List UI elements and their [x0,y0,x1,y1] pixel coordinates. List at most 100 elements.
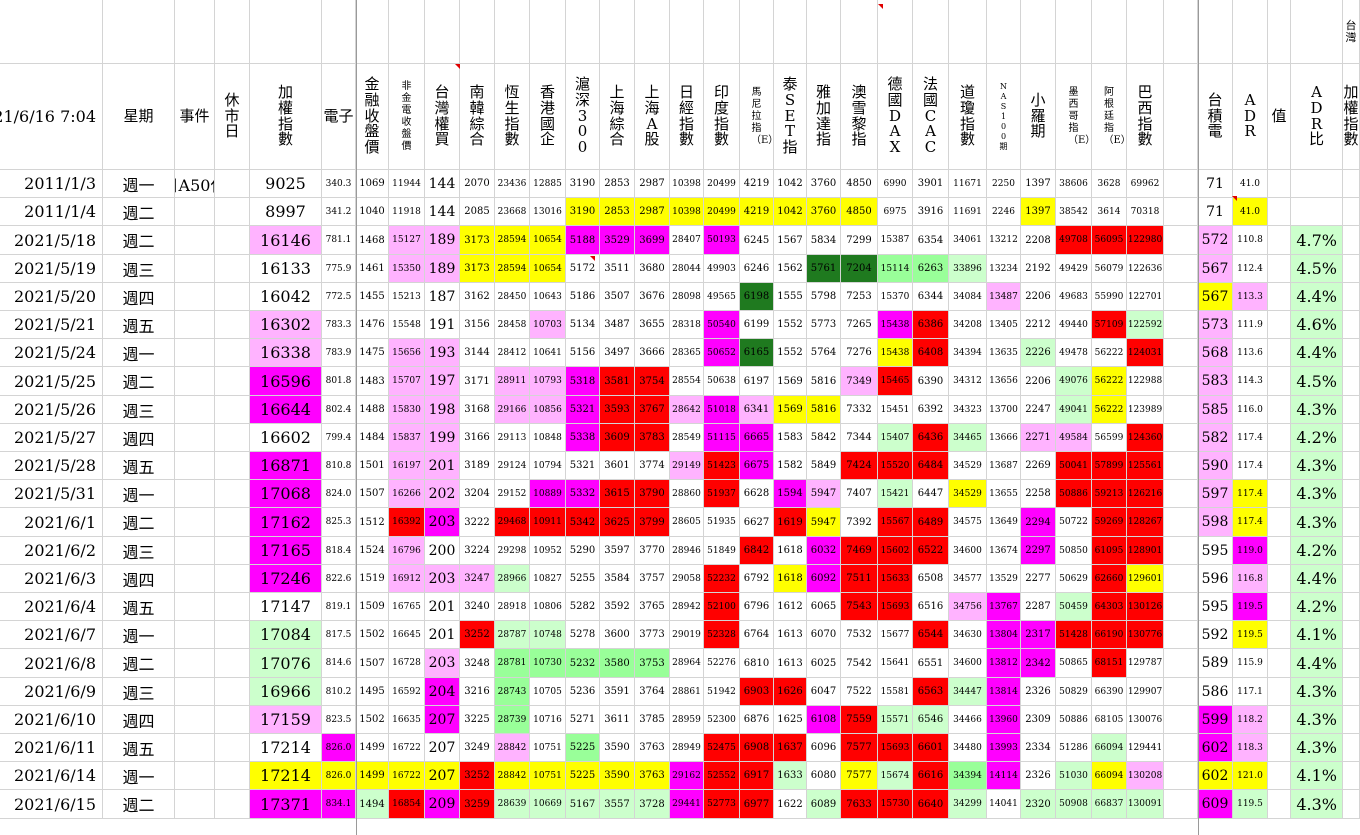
row-17-nq[interactable]: 13812 [987,649,1021,678]
row-17-ar[interactable]: 68151 [1092,649,1127,678]
row-5-cac[interactable]: 6386 [913,311,949,339]
row-0-csi[interactable]: 3190 [566,170,600,198]
row-1-in[interactable]: 20499 [704,198,740,226]
row-3-value[interactable] [1268,255,1291,283]
header-nk[interactable]: 日經指數 [670,64,704,170]
row-5-last[interactable] [1343,311,1360,339]
row-5-date[interactable]: 2021/5/21 [0,311,103,339]
row-22-closed[interactable] [215,790,250,819]
row-21-tsmc[interactable]: 602 [1198,762,1233,790]
row-0-dax[interactable]: 6990 [878,170,913,198]
row-3-pct[interactable]: 4.5% [1291,255,1343,283]
row-0-hscei[interactable]: 12885 [530,170,566,198]
row-21-elec[interactable]: 826.0 [322,762,356,790]
row-9-au[interactable]: 7344 [841,424,878,452]
row-11-dj[interactable]: 34529 [949,480,987,508]
row-16-th[interactable]: 1613 [774,621,807,649]
row-5-my[interactable]: 6199 [740,311,774,339]
row-9-gap[interactable] [1164,424,1198,452]
header-mdj[interactable]: 小羅期 [1021,64,1056,170]
row-22-date[interactable]: 2021/6/15 [0,790,103,819]
header-taiex[interactable]: 加權指數 [250,64,322,170]
row-7-gap[interactable] [1164,367,1198,396]
header-my[interactable]: 馬尼拉指（E） [740,64,774,170]
row-1-tsmc[interactable]: 71 [1198,198,1233,226]
header-br[interactable]: 巴西指數 [1127,64,1164,170]
row-0-event[interactable]: 日A50休 [175,170,215,198]
row-6-mx[interactable]: 49478 [1056,339,1092,367]
row-6-adr[interactable]: 113.6 [1233,339,1268,367]
row-18-ar[interactable]: 66390 [1092,678,1127,706]
row-20-jk[interactable]: 6096 [807,734,841,762]
row-5-nk[interactable]: 28318 [670,311,704,339]
row-2-br[interactable]: 122980 [1127,226,1164,255]
row-5-event[interactable] [175,311,215,339]
row-11-day[interactable]: 週一 [103,480,175,508]
row-20-au[interactable]: 7577 [841,734,878,762]
row-11-csi[interactable]: 5332 [566,480,600,508]
row-10-hscei[interactable]: 10794 [530,452,566,480]
row-1-mx[interactable]: 38542 [1056,198,1092,226]
row-10-closed[interactable] [215,452,250,480]
cell-top-mdj[interactable] [1021,0,1056,64]
row-10-dj[interactable]: 34529 [949,452,987,480]
cell-top-jk[interactable] [807,0,841,64]
row-19-tsmc[interactable]: 599 [1198,706,1233,734]
row-14-pct[interactable]: 4.4% [1291,565,1343,593]
header-au[interactable]: 澳雪黎指 [841,64,878,170]
row-4-dj[interactable]: 34084 [949,283,987,311]
row-9-br[interactable]: 124360 [1127,424,1164,452]
cell-top-fin[interactable] [356,0,389,64]
row-3-hs[interactable]: 28594 [495,255,530,283]
row-16-hs[interactable]: 28787 [495,621,530,649]
row-2-nonfin[interactable]: 15127 [389,226,425,255]
row-21-nonfin[interactable]: 16722 [389,762,425,790]
row-14-nq[interactable]: 13529 [987,565,1021,593]
row-1-sh[interactable]: 2853 [600,198,635,226]
row-17-sh[interactable]: 3580 [600,649,635,678]
row-17-mdj[interactable]: 2342 [1021,649,1056,678]
row-7-sha[interactable]: 3754 [635,367,670,396]
row-14-jk[interactable]: 6092 [807,565,841,593]
row-14-th[interactable]: 1618 [774,565,807,593]
cell-top-in[interactable] [704,0,740,64]
row-21-csi[interactable]: 5225 [566,762,600,790]
row-5-sha[interactable]: 3655 [635,311,670,339]
row-10-nk[interactable]: 29149 [670,452,704,480]
row-22-fin[interactable]: 1494 [356,790,389,819]
row-7-adr[interactable]: 114.3 [1233,367,1268,396]
row-7-value[interactable] [1268,367,1291,396]
row-3-sh[interactable]: 3511 [600,255,635,283]
row-13-in[interactable]: 51849 [704,537,740,565]
row-15-nk[interactable]: 28942 [670,593,704,621]
row-13-fin[interactable]: 1524 [356,537,389,565]
row-4-day[interactable]: 週四 [103,283,175,311]
row-7-day[interactable]: 週二 [103,367,175,396]
row-19-csi[interactable]: 5271 [566,706,600,734]
row-15-th[interactable]: 1612 [774,593,807,621]
row-4-kospi[interactable]: 3162 [460,283,495,311]
row-22-csi[interactable]: 5167 [566,790,600,819]
row-18-mdj[interactable]: 2326 [1021,678,1056,706]
row-5-ar[interactable]: 57109 [1092,311,1127,339]
row-11-au[interactable]: 7407 [841,480,878,508]
row-15-nq[interactable]: 13767 [987,593,1021,621]
row-7-fin[interactable]: 1483 [356,367,389,396]
row-15-br[interactable]: 130126 [1127,593,1164,621]
row-20-last[interactable] [1343,734,1360,762]
row-13-mdj[interactable]: 2297 [1021,537,1056,565]
row-7-br[interactable]: 122988 [1127,367,1164,396]
row-19-br[interactable]: 130076 [1127,706,1164,734]
row-1-date[interactable]: 2011/1/4 [0,198,103,226]
row-12-value[interactable] [1268,508,1291,537]
row-10-sh[interactable]: 3601 [600,452,635,480]
row-16-value[interactable] [1268,621,1291,649]
row-7-nk[interactable]: 28554 [670,367,704,396]
row-3-th[interactable]: 1562 [774,255,807,283]
row-20-event[interactable] [175,734,215,762]
row-17-last[interactable] [1343,649,1360,678]
row-7-taiex[interactable]: 16596 [250,367,322,396]
row-4-hs[interactable]: 28450 [495,283,530,311]
row-17-sha[interactable]: 3753 [635,649,670,678]
row-18-closed[interactable] [215,678,250,706]
